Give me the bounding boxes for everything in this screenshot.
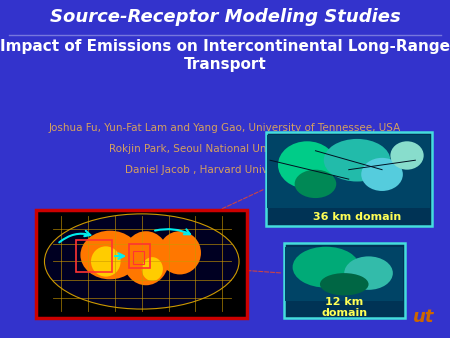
Bar <box>36 210 248 318</box>
Bar <box>266 132 432 226</box>
Text: Joshua Fu, Yun-Fat Lam and Yang Gao, University of Tennessee, USA: Joshua Fu, Yun-Fat Lam and Yang Gao, Uni… <box>49 123 401 134</box>
Ellipse shape <box>45 214 239 309</box>
Ellipse shape <box>320 273 369 295</box>
Bar <box>133 251 144 264</box>
Ellipse shape <box>344 256 393 290</box>
Text: ut: ut <box>413 308 434 326</box>
Text: Daniel Jacob , Harvard University, USA: Daniel Jacob , Harvard University, USA <box>125 165 325 175</box>
Text: 12 km
domain: 12 km domain <box>321 297 367 318</box>
Ellipse shape <box>159 231 201 274</box>
Bar <box>284 243 405 318</box>
Text: Impact of Emissions on Intercontinental Long-Range
Transport: Impact of Emissions on Intercontinental … <box>0 39 450 72</box>
Ellipse shape <box>324 139 391 182</box>
Text: Rokjin Park, Seoul National University, Korea: Rokjin Park, Seoul National University, … <box>109 144 341 154</box>
Ellipse shape <box>292 247 360 288</box>
Bar <box>285 247 403 301</box>
Text: Source-Receptor Modeling Studies: Source-Receptor Modeling Studies <box>50 8 400 26</box>
Bar <box>129 244 150 268</box>
Text: 36 km domain: 36 km domain <box>313 212 401 222</box>
Ellipse shape <box>361 158 403 191</box>
Ellipse shape <box>91 246 121 276</box>
Ellipse shape <box>278 141 336 189</box>
Ellipse shape <box>295 170 336 198</box>
Ellipse shape <box>81 231 140 279</box>
Bar <box>267 135 430 208</box>
Ellipse shape <box>142 257 163 281</box>
Ellipse shape <box>391 141 423 170</box>
Bar <box>76 240 112 272</box>
Ellipse shape <box>123 231 169 285</box>
